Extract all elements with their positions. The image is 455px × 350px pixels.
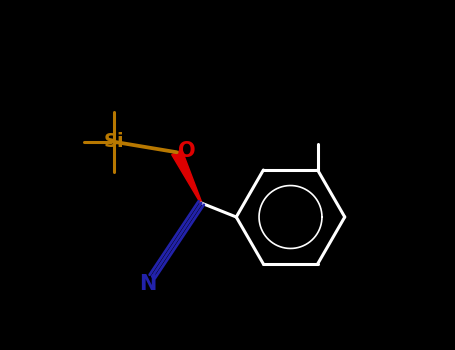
Text: N: N — [139, 274, 156, 294]
Text: Si: Si — [103, 132, 124, 151]
Text: O: O — [178, 140, 195, 161]
Polygon shape — [172, 150, 202, 203]
